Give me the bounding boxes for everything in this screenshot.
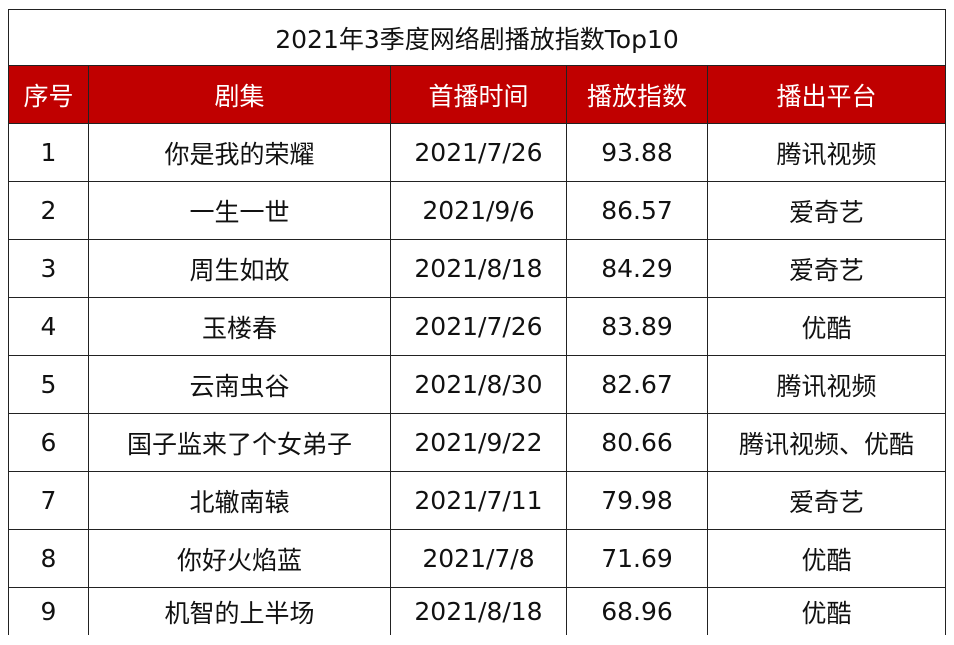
cell-platform: 优酷	[707, 587, 946, 635]
header-row: 序号 剧集 首播时间 播放指数 播出平台	[8, 65, 946, 124]
cell-rank: 5	[8, 355, 89, 414]
cell-platform: 爱奇艺	[707, 181, 946, 240]
table-row: 2 一生一世 2021/9/6 86.57 爱奇艺	[8, 181, 946, 240]
header-series: 剧集	[88, 65, 391, 124]
cell-rank: 8	[8, 529, 89, 588]
table-row: 6 国子监来了个女弟子 2021/9/22 80.66 腾讯视频、优酷	[8, 413, 946, 472]
cell-rank: 9	[8, 587, 89, 635]
cell-rank: 4	[8, 297, 89, 356]
cell-play-index: 68.96	[566, 587, 708, 635]
cell-platform: 爱奇艺	[707, 471, 946, 530]
cell-play-index: 80.66	[566, 413, 708, 472]
cell-rank: 7	[8, 471, 89, 530]
cell-platform: 优酷	[707, 529, 946, 588]
cell-platform: 优酷	[707, 297, 946, 356]
cell-series: 北辙南辕	[88, 471, 391, 530]
table-title: 2021年3季度网络剧播放指数Top10	[8, 9, 946, 66]
cell-premiere-date: 2021/8/18	[390, 587, 567, 635]
table-row: 4 玉楼春 2021/7/26 83.89 优酷	[8, 297, 946, 356]
cell-play-index: 86.57	[566, 181, 708, 240]
cell-play-index: 84.29	[566, 239, 708, 298]
cell-series: 国子监来了个女弟子	[88, 413, 391, 472]
header-platform: 播出平台	[707, 65, 946, 124]
cell-premiere-date: 2021/8/30	[390, 355, 567, 414]
ranking-table: 2021年3季度网络剧播放指数Top10 序号 剧集 首播时间 播放指数 播出平…	[8, 9, 946, 635]
cell-rank: 2	[8, 181, 89, 240]
table-row: 3 周生如故 2021/8/18 84.29 爱奇艺	[8, 239, 946, 298]
cell-play-index: 82.67	[566, 355, 708, 414]
cell-premiere-date: 2021/7/26	[390, 297, 567, 356]
table-row: 7 北辙南辕 2021/7/11 79.98 爱奇艺	[8, 471, 946, 530]
cell-premiere-date: 2021/7/26	[390, 123, 567, 182]
cell-premiere-date: 2021/9/6	[390, 181, 567, 240]
cell-play-index: 79.98	[566, 471, 708, 530]
cell-series: 机智的上半场	[88, 587, 391, 635]
cell-rank: 6	[8, 413, 89, 472]
title-row: 2021年3季度网络剧播放指数Top10	[8, 9, 946, 66]
header-rank: 序号	[8, 65, 89, 124]
cell-platform: 腾讯视频	[707, 355, 946, 414]
table-row: 9 机智的上半场 2021/8/18 68.96 优酷	[8, 587, 946, 635]
cell-premiere-date: 2021/7/8	[390, 529, 567, 588]
table-row: 8 你好火焰蓝 2021/7/8 71.69 优酷	[8, 529, 946, 588]
table-row: 1 你是我的荣耀 2021/7/26 93.88 腾讯视频	[8, 123, 946, 182]
cell-series: 你好火焰蓝	[88, 529, 391, 588]
cell-series: 云南虫谷	[88, 355, 391, 414]
cell-series: 周生如故	[88, 239, 391, 298]
cell-premiere-date: 2021/7/11	[390, 471, 567, 530]
cell-series: 一生一世	[88, 181, 391, 240]
cell-play-index: 71.69	[566, 529, 708, 588]
cell-series: 玉楼春	[88, 297, 391, 356]
cell-premiere-date: 2021/8/18	[390, 239, 567, 298]
cell-premiere-date: 2021/9/22	[390, 413, 567, 472]
cell-rank: 1	[8, 123, 89, 182]
cell-play-index: 83.89	[566, 297, 708, 356]
table-row: 5 云南虫谷 2021/8/30 82.67 腾讯视频	[8, 355, 946, 414]
cell-platform: 爱奇艺	[707, 239, 946, 298]
cell-play-index: 93.88	[566, 123, 708, 182]
cell-platform: 腾讯视频、优酷	[707, 413, 946, 472]
header-play-index: 播放指数	[566, 65, 708, 124]
cell-series: 你是我的荣耀	[88, 123, 391, 182]
cell-platform: 腾讯视频	[707, 123, 946, 182]
cell-rank: 3	[8, 239, 89, 298]
header-premiere-date: 首播时间	[390, 65, 567, 124]
